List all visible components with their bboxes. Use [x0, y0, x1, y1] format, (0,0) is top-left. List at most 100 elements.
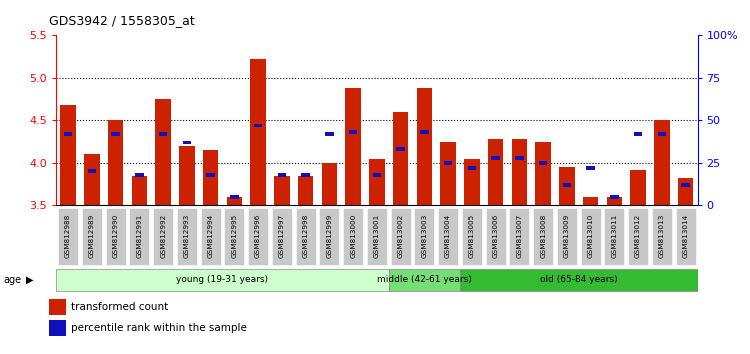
FancyBboxPatch shape: [533, 208, 554, 265]
Bar: [420, 130, 428, 134]
Bar: [678, 178, 693, 205]
Bar: [373, 173, 381, 177]
Bar: [607, 197, 622, 205]
Text: GSM813008: GSM813008: [540, 214, 546, 258]
Text: GSM812994: GSM812994: [208, 214, 214, 258]
Bar: [298, 176, 314, 205]
FancyBboxPatch shape: [652, 208, 672, 265]
Text: GSM812989: GSM812989: [88, 214, 94, 258]
FancyBboxPatch shape: [460, 269, 698, 291]
Bar: [515, 156, 523, 160]
FancyBboxPatch shape: [628, 208, 648, 265]
Text: GSM813003: GSM813003: [422, 214, 428, 258]
Bar: [369, 159, 385, 205]
Bar: [155, 99, 171, 205]
Bar: [302, 173, 310, 177]
FancyBboxPatch shape: [391, 208, 411, 265]
Bar: [254, 124, 262, 127]
Bar: [491, 156, 500, 160]
Bar: [658, 132, 666, 136]
Text: percentile rank within the sample: percentile rank within the sample: [71, 323, 248, 333]
Bar: [417, 88, 432, 205]
FancyBboxPatch shape: [485, 208, 506, 265]
Bar: [536, 142, 550, 205]
Bar: [326, 132, 334, 136]
Text: middle (42-61 years): middle (42-61 years): [377, 275, 472, 284]
Bar: [512, 139, 527, 205]
Bar: [560, 167, 574, 205]
Text: GSM813004: GSM813004: [446, 214, 452, 258]
Bar: [488, 139, 503, 205]
Bar: [440, 142, 456, 205]
Bar: [586, 166, 595, 170]
Text: GSM813001: GSM813001: [374, 214, 380, 258]
FancyBboxPatch shape: [58, 208, 78, 265]
FancyBboxPatch shape: [272, 208, 292, 265]
Text: age: age: [4, 275, 22, 285]
Bar: [464, 159, 479, 205]
Bar: [393, 112, 408, 205]
FancyBboxPatch shape: [604, 208, 625, 265]
Bar: [278, 173, 286, 177]
Bar: [108, 120, 123, 205]
Bar: [64, 132, 72, 136]
FancyBboxPatch shape: [580, 208, 601, 265]
Bar: [230, 195, 238, 199]
FancyBboxPatch shape: [367, 208, 387, 265]
FancyBboxPatch shape: [296, 208, 316, 265]
FancyBboxPatch shape: [343, 208, 363, 265]
Text: GSM812995: GSM812995: [231, 214, 237, 258]
Bar: [397, 147, 405, 151]
Text: GSM813005: GSM813005: [469, 214, 475, 258]
FancyBboxPatch shape: [106, 208, 126, 265]
FancyBboxPatch shape: [414, 208, 434, 265]
Bar: [61, 105, 76, 205]
Bar: [135, 173, 143, 177]
Text: GSM813010: GSM813010: [588, 214, 594, 258]
Bar: [654, 120, 670, 205]
Text: GSM812996: GSM812996: [255, 214, 261, 258]
Bar: [183, 141, 191, 144]
FancyBboxPatch shape: [82, 208, 102, 265]
FancyBboxPatch shape: [56, 269, 388, 291]
Bar: [179, 146, 194, 205]
FancyBboxPatch shape: [320, 208, 340, 265]
Bar: [444, 161, 452, 165]
Bar: [539, 161, 548, 165]
Text: GSM813011: GSM813011: [611, 214, 617, 258]
Bar: [88, 170, 96, 173]
FancyBboxPatch shape: [676, 208, 696, 265]
Text: GSM813013: GSM813013: [658, 214, 664, 258]
Bar: [226, 197, 242, 205]
Bar: [274, 176, 290, 205]
Text: GSM812991: GSM812991: [136, 214, 142, 258]
FancyBboxPatch shape: [129, 208, 149, 265]
Bar: [322, 163, 337, 205]
Text: GSM812997: GSM812997: [279, 214, 285, 258]
Bar: [634, 132, 642, 136]
Bar: [112, 132, 120, 136]
Bar: [132, 176, 147, 205]
Text: ▶: ▶: [26, 275, 33, 285]
FancyBboxPatch shape: [248, 208, 268, 265]
Bar: [346, 88, 361, 205]
Text: GSM812998: GSM812998: [302, 214, 309, 258]
Text: GSM812988: GSM812988: [65, 214, 71, 258]
Bar: [159, 132, 167, 136]
FancyBboxPatch shape: [556, 208, 577, 265]
Bar: [84, 154, 100, 205]
Bar: [349, 130, 357, 134]
Bar: [49, 320, 66, 336]
FancyBboxPatch shape: [224, 208, 245, 265]
Bar: [203, 150, 218, 205]
Bar: [251, 59, 266, 205]
Bar: [562, 183, 571, 187]
Bar: [682, 183, 690, 187]
Text: GSM812999: GSM812999: [326, 214, 332, 258]
FancyBboxPatch shape: [438, 208, 458, 265]
FancyBboxPatch shape: [462, 208, 482, 265]
FancyBboxPatch shape: [388, 269, 460, 291]
Bar: [49, 298, 66, 315]
Bar: [610, 195, 619, 199]
Text: young (19-31 years): young (19-31 years): [176, 275, 268, 284]
